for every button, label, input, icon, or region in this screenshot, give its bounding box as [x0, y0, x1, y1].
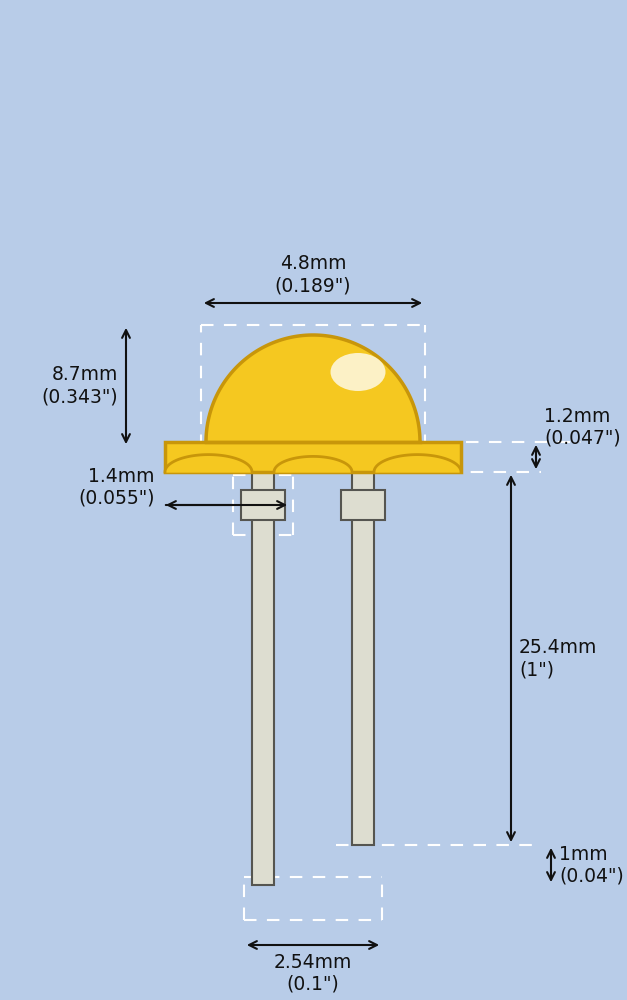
- Polygon shape: [374, 455, 461, 472]
- Bar: [341, 490, 385, 520]
- Text: 25.4mm
(1"): 25.4mm (1"): [519, 638, 598, 679]
- Polygon shape: [206, 335, 420, 442]
- Bar: [352, 472, 374, 845]
- Polygon shape: [165, 455, 252, 472]
- Bar: [252, 472, 274, 885]
- Text: 4.8mm
(0.189"): 4.8mm (0.189"): [275, 254, 351, 295]
- Text: 1mm
(0.04"): 1mm (0.04"): [559, 844, 624, 886]
- Text: 8.7mm
(0.343"): 8.7mm (0.343"): [41, 365, 118, 406]
- Polygon shape: [274, 456, 352, 472]
- Ellipse shape: [330, 353, 386, 391]
- Text: 2.54mm
(0.1"): 2.54mm (0.1"): [274, 953, 352, 994]
- Bar: [165, 442, 461, 472]
- Text: 1.4mm
(0.055"): 1.4mm (0.055"): [78, 466, 155, 508]
- Text: 1.2mm
(0.047"): 1.2mm (0.047"): [544, 406, 621, 448]
- Bar: [241, 490, 285, 520]
